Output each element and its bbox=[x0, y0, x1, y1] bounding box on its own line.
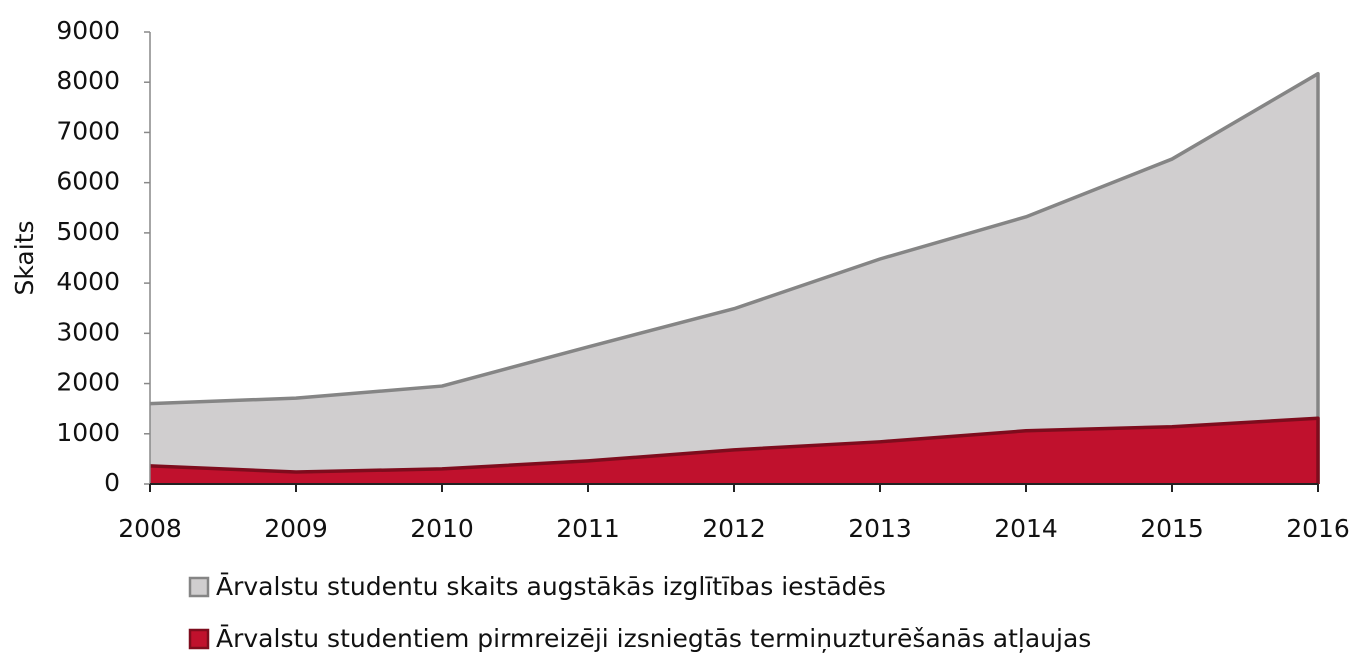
area-line bbox=[149, 416, 1320, 484]
y-tick-label: 0 bbox=[104, 468, 120, 497]
x-tick-label: 2015 bbox=[1140, 514, 1204, 543]
legend-swatch bbox=[188, 576, 210, 598]
y-tick-label: 5000 bbox=[56, 217, 120, 246]
x-tick-label: 2014 bbox=[994, 514, 1058, 543]
x-tick-label: 2016 bbox=[1286, 514, 1350, 543]
x-tick-label: 2010 bbox=[410, 514, 474, 543]
x-tick-label: 2013 bbox=[848, 514, 912, 543]
x-tick-label: 2011 bbox=[556, 514, 620, 543]
y-tick-label: 3000 bbox=[56, 317, 120, 346]
y-tick-label: 8000 bbox=[56, 66, 120, 95]
area bbox=[150, 73, 1318, 484]
legend-swatch bbox=[188, 628, 210, 650]
x-tick-label: 2009 bbox=[264, 514, 328, 543]
y-tick-label: 7000 bbox=[56, 116, 120, 145]
y-tick-label: 4000 bbox=[56, 267, 120, 296]
x-tick-label: 2012 bbox=[702, 514, 766, 543]
x-tick-label: 2008 bbox=[118, 514, 182, 543]
area-line bbox=[149, 71, 1320, 484]
legend-label: Ārvalstu studentiem pirmreizēji izsniegt… bbox=[216, 624, 1091, 653]
y-tick-label: 6000 bbox=[56, 167, 120, 196]
y-tick-label: 1000 bbox=[56, 418, 120, 447]
y-axis-label: Skaits bbox=[10, 221, 39, 296]
y-tick-label: 2000 bbox=[56, 368, 120, 397]
y-tick-label: 9000 bbox=[56, 16, 120, 45]
legend-label: Ārvalstu studentu skaits augstākās izglī… bbox=[216, 572, 886, 601]
